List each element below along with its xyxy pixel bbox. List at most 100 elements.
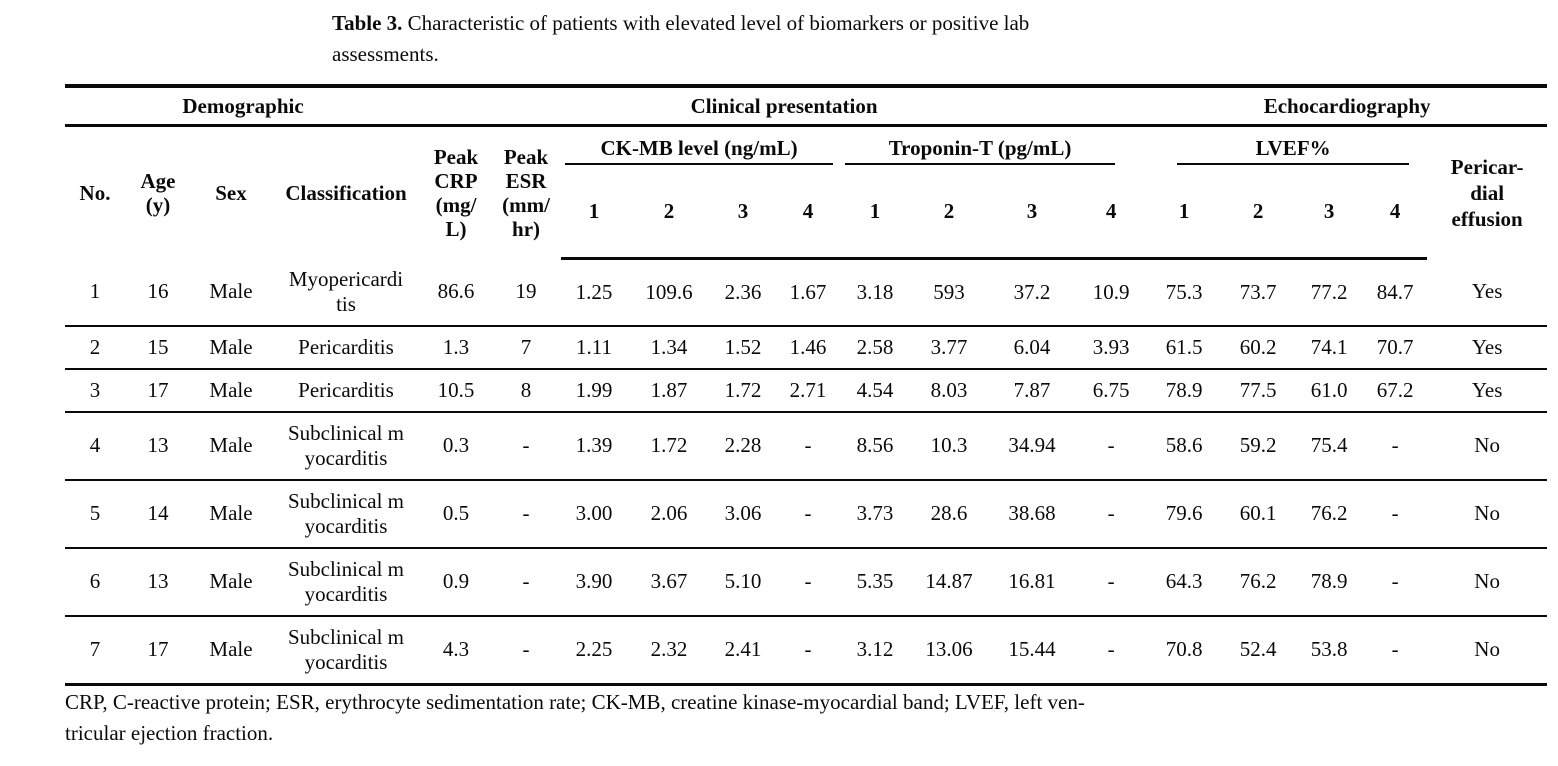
cell-ckmb_4: - (775, 478, 842, 548)
cell-troponin_4: - (1075, 614, 1148, 684)
sub-col-troponin-3: 3 (989, 165, 1076, 260)
cell-lvef_3: 53.8 (1295, 614, 1364, 684)
cell-peak_esr: 19 (515, 279, 537, 303)
cell-peak_crp: 1.3 (421, 324, 492, 369)
cell-ckmb_3: 2.41 (711, 614, 776, 684)
cell-age: 17 (125, 367, 191, 412)
cell-troponin_3: 15.44 (989, 614, 1076, 684)
cell-troponin_3: 37.2 (1013, 279, 1051, 304)
cell-peak_crp: 0.9 (421, 546, 492, 616)
cell-peak_esr: 7 (491, 324, 562, 369)
cell-sex: Male (191, 367, 271, 412)
table-caption: Table 3. Characteristic of patients with… (332, 8, 1362, 70)
cell-classification: Subclinical myocarditis (271, 614, 422, 684)
cell-classification: Myopericarditis (288, 266, 404, 316)
sub-col-ckmb-3: 3 (711, 165, 776, 260)
cell-lvef_3: 74.1 (1295, 324, 1364, 369)
table-row: 1 16 Male Myopericarditis 86.6 19 1.25 109.6 2.3… (65, 259, 1547, 326)
sub-col-troponin-1: 1 (841, 165, 910, 260)
cell-lvef_1: 75.3 (1165, 279, 1203, 304)
table-caption-text-line2: assessments. (332, 42, 439, 66)
cell-pericardial_effusion: No (1427, 614, 1548, 684)
cell-lvef_4: - (1363, 410, 1428, 480)
cell-lvef_4: - (1363, 614, 1428, 684)
table-header: Demographic Clinical presentation Echoca… (65, 86, 1548, 260)
table-row: 6 13 Male Subclinical myocarditis 0.9-3.90 3.… (65, 546, 1548, 616)
col-header-sex: Sex (215, 180, 247, 205)
table-row: 7 17 Male Subclinical myocarditis 4.3-2.25 2.… (65, 614, 1548, 684)
cell-ckmb_3: 1.72 (711, 367, 776, 412)
cell-lvef_4: 84.7 (1376, 279, 1414, 304)
group-echocardiography: Echocardiography (1147, 86, 1548, 127)
cell-troponin_1: 8.56 (841, 410, 910, 480)
cell-lvef_3: 75.4 (1295, 410, 1364, 480)
cell-lvef_2: 60.1 (1221, 478, 1296, 548)
column-header-row: No. Age (y) Sex Classification Peak CRP … (65, 126, 1547, 241)
cell-ckmb_2: 1.72 (627, 410, 712, 480)
cell-pericardial_effusion: Yes (1427, 324, 1548, 369)
cell-peak_esr: - (491, 614, 562, 684)
col-header-age: Age (y) (140, 168, 176, 217)
group-header-row: Demographic Clinical presentation Echoca… (65, 86, 1548, 127)
cell-pericardial_effusion: No (1427, 410, 1548, 480)
cell-no: 4 (65, 410, 125, 480)
cell-no: 2 (65, 324, 125, 369)
sub-col-troponin-4: 4 (1075, 165, 1148, 260)
cell-lvef_4: - (1363, 546, 1428, 616)
sub-col-lvef-3: 3 (1295, 165, 1364, 260)
cell-lvef_1: 79.6 (1147, 478, 1222, 548)
cell-classification: Subclinical myocarditis (271, 478, 422, 548)
cell-troponin_3: 38.68 (989, 478, 1076, 548)
cell-classification: Pericarditis (271, 324, 422, 369)
cell-ckmb_4: - (775, 546, 842, 616)
cell-peak_esr: - (491, 478, 562, 548)
sub-col-ckmb-1: 1 (561, 165, 628, 260)
cell-troponin_1: 3.18 (856, 279, 894, 304)
table-caption-label: Table 3. (332, 11, 403, 35)
group-clinical-presentation: Clinical presentation (421, 86, 1148, 127)
cell-ckmb_3: 1.52 (711, 324, 776, 369)
cell-troponin_1: 2.58 (841, 324, 910, 369)
cell-ckmb_1: 1.99 (561, 367, 628, 412)
cell-ckmb_4: 1.67 (789, 279, 827, 304)
cell-age: 16 (147, 279, 169, 303)
cell-classification: Subclinical myocarditis (271, 546, 422, 616)
cell-sex: Male (191, 478, 271, 548)
cell-ckmb_2: 109.6 (645, 279, 693, 304)
cell-ckmb_1: 3.90 (561, 546, 628, 616)
cell-ckmb_1: 1.39 (561, 410, 628, 480)
cell-no: 1 (89, 279, 101, 303)
cell-troponin_3: 6.04 (989, 324, 1076, 369)
cell-lvef_1: 64.3 (1147, 546, 1222, 616)
col-header-peak-crp: Peak CRP (mg/L) (433, 144, 479, 241)
cell-troponin_4: - (1075, 546, 1148, 616)
cell-peak_esr: 8 (491, 367, 562, 412)
cell-peak_crp: 86.6 (437, 279, 475, 303)
cell-troponin_4: 10.9 (1092, 279, 1130, 304)
table-row: 3 17 Male Pericarditis 10.5 8 1.99 1.87 1.72 2.71… (65, 367, 1548, 412)
cell-lvef_3: 61.0 (1295, 367, 1364, 412)
cell-lvef_2: 52.4 (1221, 614, 1296, 684)
cell-ckmb_4: 1.46 (775, 324, 842, 369)
col-header-lvef: LVEF% (1147, 126, 1427, 165)
cell-sex: Male (191, 324, 271, 369)
cell-troponin_4: - (1075, 410, 1148, 480)
cell-troponin_2: 8.03 (909, 367, 990, 412)
cell-age: 17 (125, 614, 191, 684)
cell-lvef_2: 60.2 (1221, 324, 1296, 369)
cell-troponin_2: 3.77 (909, 324, 990, 369)
cell-troponin_4: 3.93 (1075, 324, 1148, 369)
cell-troponin_3: 7.87 (989, 367, 1076, 412)
cell-troponin_3: 34.94 (989, 410, 1076, 480)
cell-lvef_2: 59.2 (1221, 410, 1296, 480)
cell-classification: Pericarditis (271, 367, 422, 412)
cell-lvef_4: 70.7 (1363, 324, 1428, 369)
table-body: 1 16 Male Myopericarditis 86.6 19 1.25 109.6 2.3… (65, 259, 1548, 684)
cell-peak_esr: - (491, 410, 562, 480)
cell-troponin_2: 28.6 (909, 478, 990, 548)
cell-lvef_2: 77.5 (1221, 367, 1296, 412)
cell-ckmb_2: 1.34 (627, 324, 712, 369)
cell-age: 15 (125, 324, 191, 369)
group-demographic: Demographic (65, 86, 422, 127)
